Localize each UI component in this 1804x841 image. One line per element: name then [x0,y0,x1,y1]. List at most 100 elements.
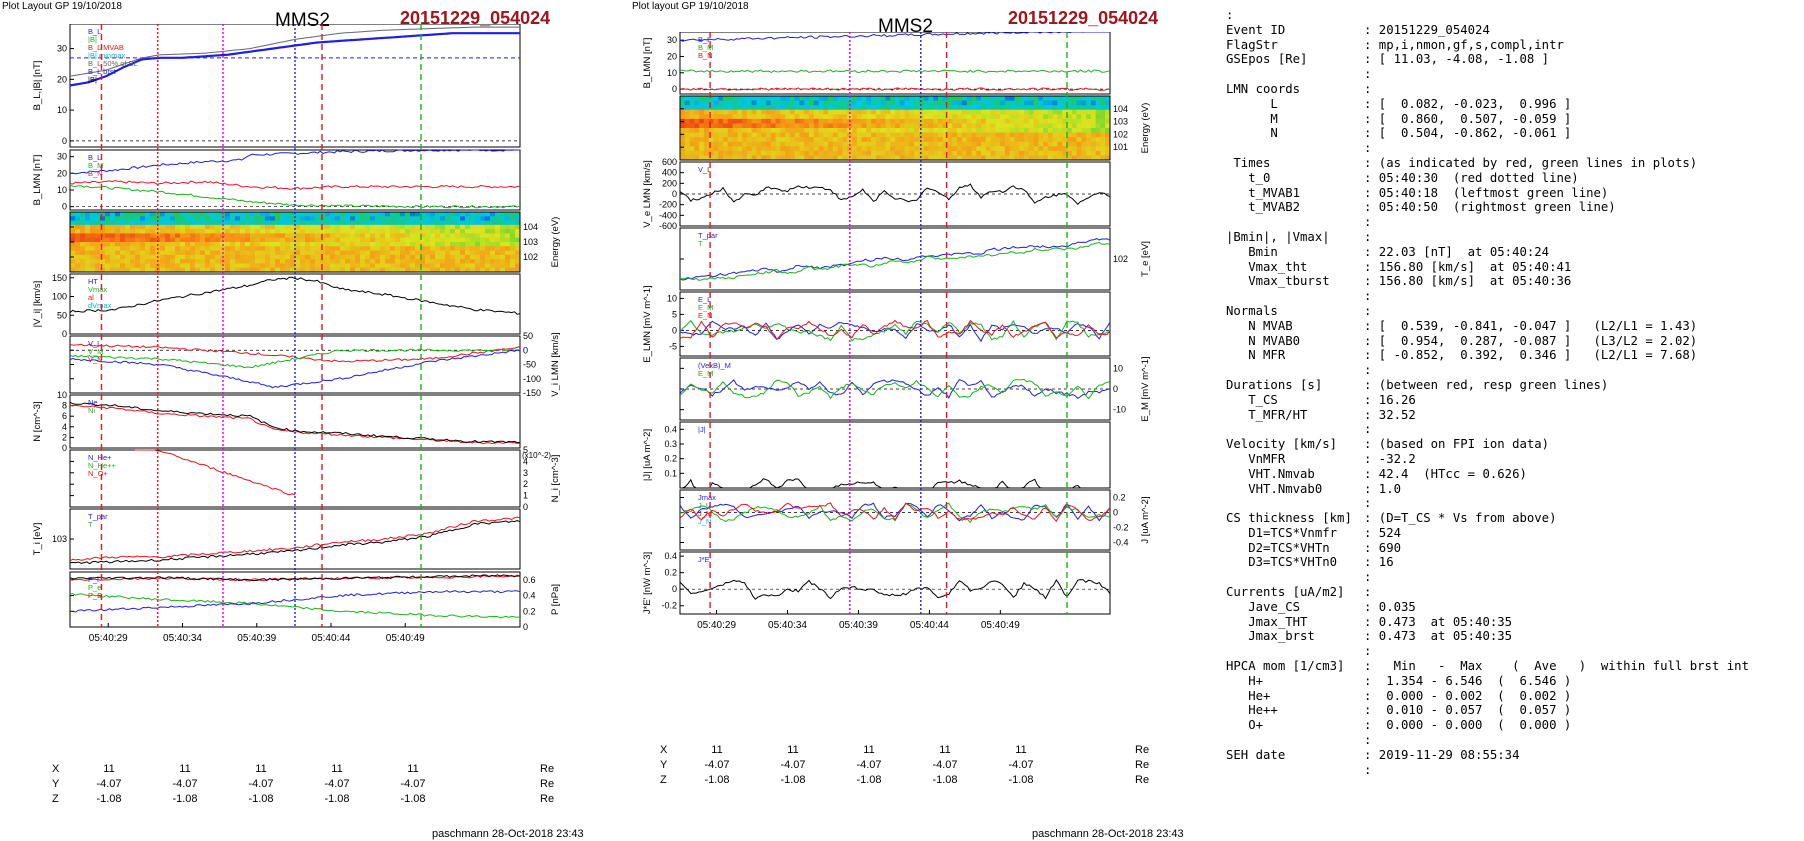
heatmap-cell [880,118,886,124]
heatmap-cell [823,105,829,111]
heatmap-cell [856,132,863,138]
heatmap-cell [746,96,753,102]
heatmap-cell [756,105,762,111]
heatmap-cell [315,224,321,230]
heatmap-cell [938,128,944,134]
heatmap-cell [775,105,781,111]
heatmap-cell [340,229,346,234]
heatmap-cell [330,267,336,273]
heatmap-cell [708,132,714,138]
heatmap-cell [837,155,843,161]
heatmap-cell [828,141,834,147]
heatmap-cell [995,132,1001,138]
heatmap-cell [756,123,762,129]
heatmap-cell [185,229,191,234]
heatmap-cell [899,150,906,156]
heatmap-cell [1105,146,1111,152]
heatmap-cell [450,229,456,234]
heatmap-cell [85,250,91,256]
heatmap-cell [813,105,820,111]
heatmap-cell [175,250,181,256]
heatmap-cell [370,220,376,226]
heatmap-cell [799,146,805,152]
heatmap-cell [480,263,486,269]
heatmap-cell [225,250,231,256]
heatmap-cell [794,118,800,124]
y-tick-label: 101 [1113,142,1128,152]
heatmap-cell [195,212,201,217]
heatmap-cell [794,123,800,129]
heatmap-cell [842,150,848,156]
heatmap-cell [785,105,791,111]
heatmap-cell [742,132,748,138]
y-tick-label: 103 [1113,117,1128,127]
heatmap-cell [245,224,251,230]
y-tick-label: 4 [62,422,67,432]
heatmap-cell [465,216,471,222]
heatmap-cell [350,220,356,226]
heatmap-cell [852,105,858,111]
heatmap-cell [727,96,734,102]
heatmap-cell [933,118,939,124]
heatmap-cell [961,137,968,143]
heatmap-cell [718,105,724,111]
heatmap-cell [1086,105,1092,111]
heatmap-cell [914,100,920,106]
heatmap-cell [185,250,191,256]
heatmap-cell [823,150,829,156]
heatmap-cell [510,250,516,256]
heatmap-cell [140,254,146,260]
heatmap-cell [1033,114,1039,120]
heatmap-cell [1062,114,1068,120]
heatmap-cell [170,212,176,217]
heatmap-cell [761,118,767,124]
heatmap-cell [180,220,186,226]
heatmap-cell [1090,105,1097,111]
heatmap-cell [395,212,401,217]
heatmap-cell [723,137,729,143]
heatmap-cell [766,123,772,129]
heatmap-cell [210,250,216,256]
heatmap-cell [928,155,934,161]
heatmap-cell [70,250,76,256]
heatmap-cell [80,259,86,264]
heatmap-cell [976,114,982,120]
heatmap-cell [990,150,996,156]
heatmap-cell [370,267,376,273]
heatmap-cell [435,250,441,256]
heatmap-cell [280,263,286,269]
heatmap-cell [828,114,834,120]
heatmap-cell [105,237,111,243]
heatmap-cell [410,246,416,252]
heatmap-cell [1071,155,1078,161]
series-line [679,87,1110,91]
heatmap-cell [415,259,421,264]
heatmap-cell [405,237,411,243]
heatmap-cell [360,254,366,260]
heatmap-cell [909,105,915,111]
heatmap-cell [355,246,361,252]
heatmap-cell [115,259,121,264]
heatmap-cell [1043,100,1049,106]
heatmap-cell [885,123,891,129]
heatmap-cell [150,212,156,217]
heatmap-cell [195,229,201,234]
legend-entry: E_N [698,311,713,320]
heatmap-cell [751,123,757,129]
heatmap-cell [195,246,201,252]
heatmap-cell [914,141,920,147]
heatmap-cell [345,229,351,234]
heatmap-cell [981,155,987,161]
heatmap-cell [680,155,686,161]
heatmap-cell [1095,128,1101,134]
summary-value: : (as indicated by red, green lines in p… [1364,155,1698,170]
heatmap-cell [794,109,800,115]
heatmap-cell [195,237,201,243]
position-value: -1.08 [704,774,730,786]
heatmap-cell [766,141,772,147]
heatmap-cell [310,229,316,234]
heatmap-cell [1095,155,1101,161]
heatmap-cell [976,118,982,124]
heatmap-cell [515,259,521,264]
heatmap-cell [300,259,306,264]
